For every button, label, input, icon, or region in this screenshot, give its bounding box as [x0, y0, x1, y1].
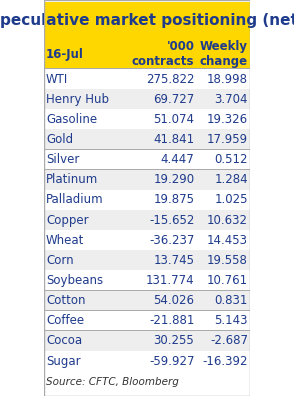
Bar [44, 330, 250, 331]
Bar [44, 230, 250, 250]
Text: 41.841: 41.841 [153, 133, 194, 146]
Text: 18.998: 18.998 [207, 72, 248, 86]
Text: 1.284: 1.284 [214, 173, 248, 187]
Text: Copper: Copper [46, 213, 88, 227]
Text: 16-Jul: 16-Jul [46, 48, 84, 61]
Bar [44, 351, 250, 371]
Text: Henry Hub: Henry Hub [46, 93, 109, 106]
Text: -59.927: -59.927 [149, 354, 194, 367]
Text: 19.558: 19.558 [207, 254, 248, 267]
Text: Coffee: Coffee [46, 314, 84, 327]
Text: Wheat: Wheat [46, 234, 84, 247]
Bar [44, 209, 250, 210]
Bar [44, 40, 250, 69]
Bar [44, 270, 250, 291]
Text: Soybeans: Soybeans [46, 274, 103, 287]
Text: Weekly
change: Weekly change [200, 40, 248, 68]
Text: 131.774: 131.774 [146, 274, 194, 287]
Text: 275.822: 275.822 [146, 72, 194, 86]
Text: 14.453: 14.453 [207, 234, 248, 247]
Bar [44, 331, 250, 351]
Text: 10.632: 10.632 [207, 213, 248, 227]
Bar [44, 129, 250, 150]
Bar [44, 68, 250, 69]
Text: Palladium: Palladium [46, 194, 104, 206]
Bar [44, 69, 250, 89]
Bar [44, 109, 250, 129]
Text: '000
contracts: '000 contracts [132, 40, 194, 68]
Bar [44, 350, 250, 351]
Text: 19.326: 19.326 [207, 113, 248, 126]
Text: 5.143: 5.143 [215, 314, 248, 327]
Bar [44, 310, 250, 311]
Text: Corn: Corn [46, 254, 74, 267]
Text: Source: CFTC, Bloomberg: Source: CFTC, Bloomberg [46, 377, 179, 387]
Text: Sugar: Sugar [46, 354, 81, 367]
Text: 54.026: 54.026 [153, 294, 194, 307]
Text: -2.687: -2.687 [210, 335, 248, 347]
Bar [44, 291, 250, 311]
Text: 0.831: 0.831 [215, 294, 248, 307]
Text: Platinum: Platinum [46, 173, 98, 187]
Text: Speculative market positioning (net): Speculative market positioning (net) [0, 13, 294, 28]
Text: Gasoline: Gasoline [46, 113, 97, 126]
Text: 51.074: 51.074 [153, 113, 194, 126]
Text: 19.875: 19.875 [153, 194, 194, 206]
Text: Gold: Gold [46, 133, 73, 146]
Bar [44, 89, 250, 109]
Bar [44, 150, 250, 170]
Bar [44, 311, 250, 331]
Bar [44, 210, 250, 230]
Text: 4.447: 4.447 [161, 153, 194, 166]
Text: Cocoa: Cocoa [46, 335, 82, 347]
Text: 1.025: 1.025 [215, 194, 248, 206]
Bar [44, 170, 250, 190]
Text: 17.959: 17.959 [207, 133, 248, 146]
Text: -36.237: -36.237 [149, 234, 194, 247]
Text: Silver: Silver [46, 153, 79, 166]
Text: 10.761: 10.761 [207, 274, 248, 287]
Text: WTI: WTI [46, 72, 68, 86]
Text: 69.727: 69.727 [153, 93, 194, 106]
Bar [44, 169, 250, 170]
Text: Cotton: Cotton [46, 294, 86, 307]
Bar [44, 290, 250, 291]
Bar [44, 190, 250, 210]
Bar [44, 2, 250, 40]
Text: 0.512: 0.512 [215, 153, 248, 166]
Bar [44, 250, 250, 270]
Text: 30.255: 30.255 [154, 335, 194, 347]
Text: -21.881: -21.881 [149, 314, 194, 327]
Text: -16.392: -16.392 [203, 354, 248, 367]
Text: -15.652: -15.652 [149, 213, 194, 227]
Text: 13.745: 13.745 [153, 254, 194, 267]
Text: 19.290: 19.290 [153, 173, 194, 187]
Text: 3.704: 3.704 [215, 93, 248, 106]
